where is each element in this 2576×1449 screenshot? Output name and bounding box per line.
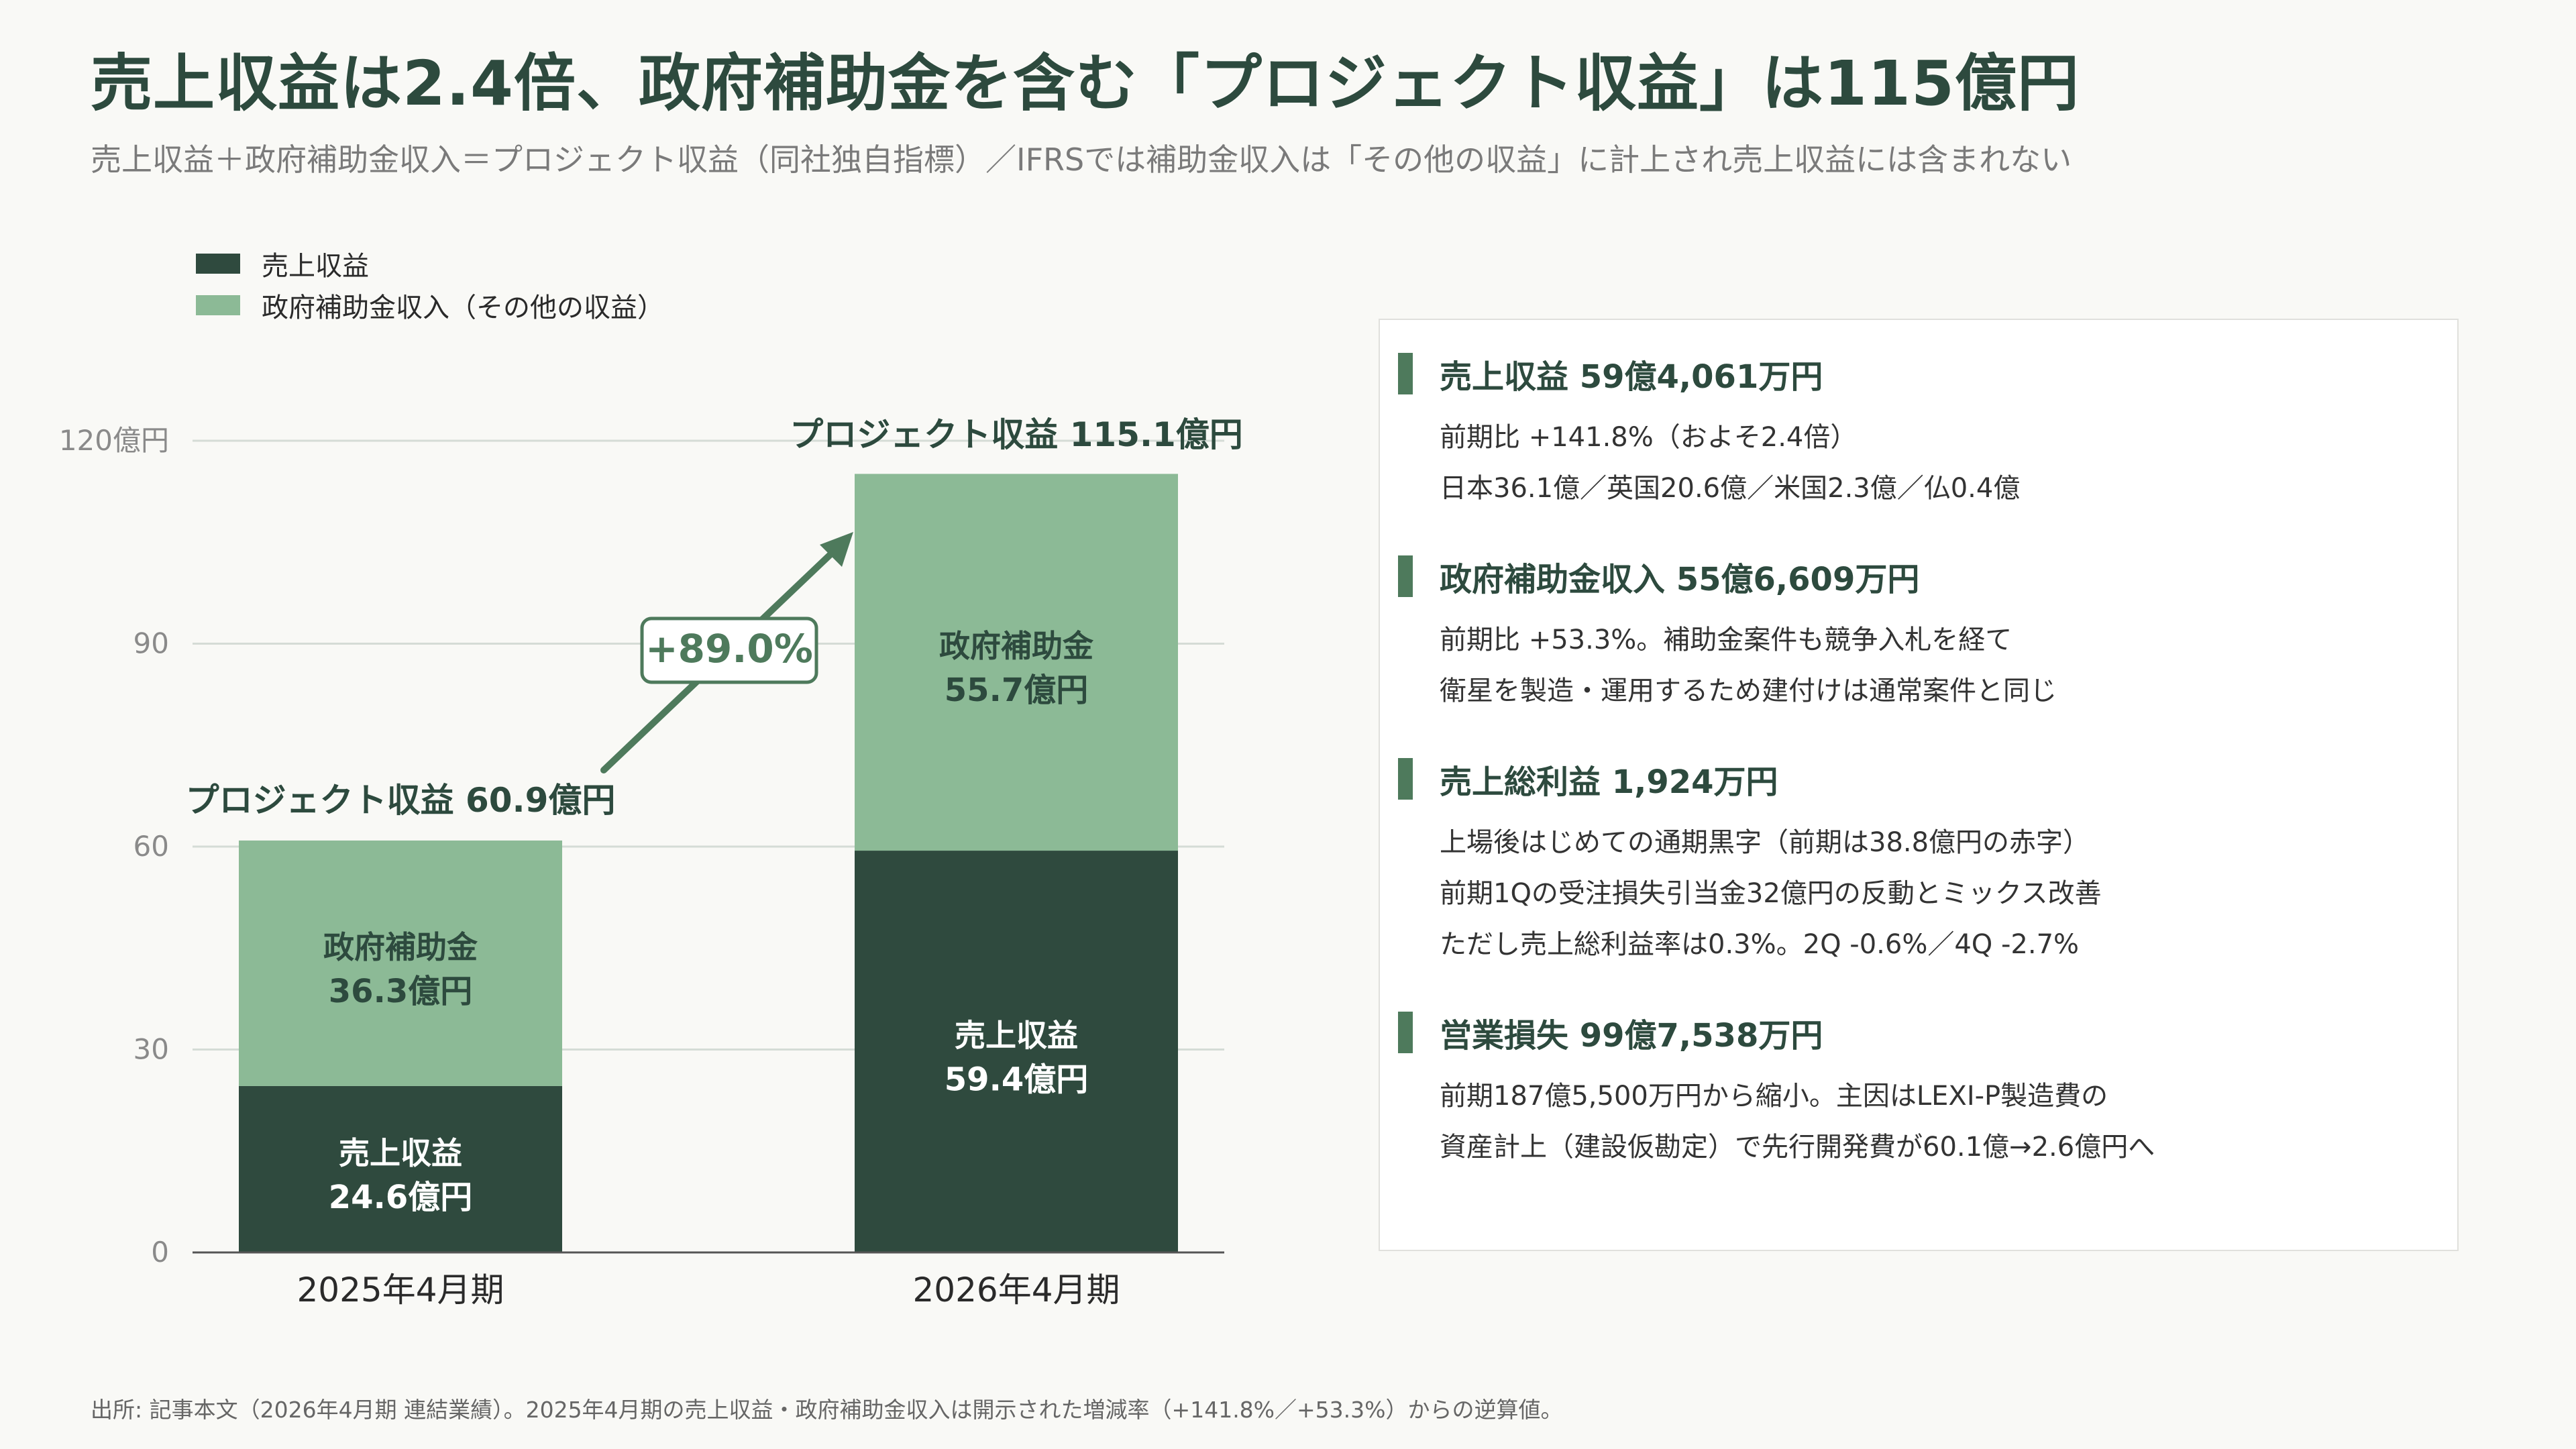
bar-label-name: 政府補助金 xyxy=(323,929,478,965)
section-line: 前期比 +141.8%（およそ2.4倍） xyxy=(1440,422,1858,453)
section-line: 資産計上（建設仮勘定）で先行開発費が60.1億→2.6億円へ xyxy=(1440,1132,2155,1163)
section-revenue: 売上収益 59億4,061万円 前期比 +141.8%（およそ2.4倍） 日本3… xyxy=(1398,350,2020,514)
source-footnote: 出所: 記事本文（2026年4月期 連結業績）。2025年4月期の売上収益・政府… xyxy=(91,1397,1563,1423)
section-gross-profit: 売上総利益 1,924万円 上場後はじめての通期黒字（前期は38.8億円の赤字）… xyxy=(1398,755,2102,970)
y-tick-label: 120億円 xyxy=(59,424,169,457)
growth-badge xyxy=(640,616,818,684)
bar-segment xyxy=(855,474,1178,851)
bar-segment xyxy=(239,840,562,1086)
growth-label: +89.0% xyxy=(645,626,813,672)
y-tick-label: 60 xyxy=(133,830,169,863)
y-tick-label: 30 xyxy=(133,1033,169,1066)
section-line: 衛星を製造・運用するため建付けは通常案件と同じ xyxy=(1440,676,2057,706)
total-label: プロジェクト収益 115.1億円 xyxy=(790,415,1243,454)
bar-segment xyxy=(855,851,1178,1252)
bar-label-name: 売上収益 xyxy=(955,1018,1078,1054)
section-marker xyxy=(1398,1012,1413,1053)
x-tick-label: 2025年4月期 xyxy=(297,1271,504,1309)
section-line: 前期比 +53.3%。補助金案件も競争入札を経て xyxy=(1440,625,2012,655)
section-line: ただし売上総利益率は0.3%。2Q -0.6%／4Q -2.7% xyxy=(1440,929,2080,960)
summary-panel: 売上収益 59億4,061万円 前期比 +141.8%（およそ2.4倍） 日本3… xyxy=(1379,319,2459,1251)
page-subtitle: 売上収益＋政府補助金収入＝プロジェクト収益（同社独自指標）／IFRSでは補助金収… xyxy=(91,142,2072,178)
bar-label-name: 政府補助金 xyxy=(939,628,1094,664)
section-marker xyxy=(1398,555,1413,597)
total-label: プロジェクト収益 60.9億円 xyxy=(186,781,616,820)
section-line: 前期1Qの受注損失引当金32億円の反動とミックス改善 xyxy=(1440,878,2102,909)
bar-label-value: 24.6億円 xyxy=(329,1179,472,1216)
legend-label-revenue: 売上収益 xyxy=(262,251,369,282)
stacked-bar-chart: 0306090120億円売上収益24.6億円政府補助金36.3億円2025年4月… xyxy=(59,415,1243,1309)
section-title: 売上総利益 1,924万円 xyxy=(1440,763,1778,801)
bar-label-value: 59.4億円 xyxy=(945,1061,1088,1099)
section-line: 前期187億5,500万円から縮小。主因はLEXI-P製造費の xyxy=(1440,1081,2108,1112)
section-line: 上場後はじめての通期黒字（前期は38.8億円の赤字） xyxy=(1440,827,2090,858)
growth-arrow-head-icon xyxy=(820,532,853,567)
section-operating-loss: 営業損失 99億7,538万円 前期187億5,500万円から縮小。主因はLEX… xyxy=(1398,1009,2155,1173)
y-tick-label: 0 xyxy=(151,1236,169,1269)
bar-label-value: 36.3億円 xyxy=(329,973,472,1010)
section-line: 日本36.1億／英国20.6億／米国2.3億／仏0.4億 xyxy=(1440,473,2021,504)
bar-segment xyxy=(239,1085,562,1252)
y-tick-label: 90 xyxy=(133,627,169,660)
page-title: 売上収益は2.4倍、政府補助金を含む「プロジェクト収益」は115億円 xyxy=(91,48,2080,119)
legend-swatch-subsidy xyxy=(196,295,240,315)
section-title: 営業損失 99億7,538万円 xyxy=(1440,1017,1823,1055)
bar-label-name: 売上収益 xyxy=(339,1135,462,1171)
legend-item-revenue: 売上収益 xyxy=(196,243,664,284)
section-title: 政府補助金収入 55億6,609万円 xyxy=(1440,561,1920,598)
bar-label-value: 55.7億円 xyxy=(945,672,1088,709)
section-subsidy: 政府補助金収入 55億6,609万円 前期比 +53.3%。補助金案件も競争入札… xyxy=(1398,553,2057,716)
section-title: 売上収益 59億4,061万円 xyxy=(1440,358,1823,396)
legend-label-subsidy: 政府補助金収入（その他の収益） xyxy=(262,292,664,323)
section-marker xyxy=(1398,353,1413,394)
section-marker xyxy=(1398,758,1413,800)
chart-legend: 売上収益 政府補助金収入（その他の収益） xyxy=(196,243,664,326)
x-tick-label: 2026年4月期 xyxy=(912,1271,1120,1309)
legend-item-subsidy: 政府補助金収入（その他の収益） xyxy=(196,284,664,326)
legend-swatch-revenue xyxy=(196,254,240,274)
